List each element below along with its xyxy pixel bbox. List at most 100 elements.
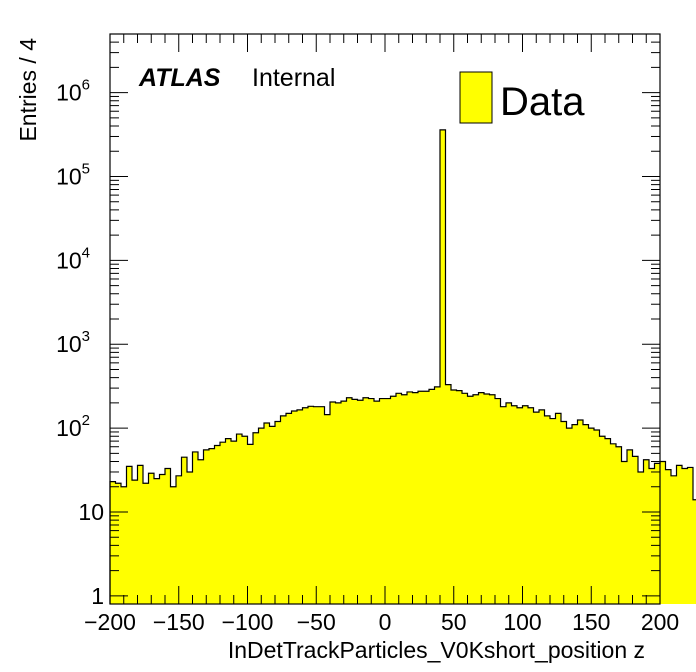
histogram-bar xyxy=(308,406,314,604)
histogram-bar xyxy=(330,401,336,604)
histogram-bar xyxy=(198,459,204,604)
histogram-bar xyxy=(363,397,369,604)
histogram-bar xyxy=(181,457,188,604)
histogram-bar xyxy=(258,428,265,604)
histogram-bar xyxy=(121,486,127,604)
x-tick-labels: −200 −150 −100 −50 0 50 100 150 200 xyxy=(84,609,679,635)
histogram-bar xyxy=(132,480,138,604)
histogram-bar xyxy=(473,394,479,604)
histogram-bar xyxy=(203,449,210,604)
histogram-bar xyxy=(231,441,237,604)
x-tick-label: 0 xyxy=(379,609,392,635)
y-tick-label: 102 xyxy=(56,412,90,441)
histogram-bar xyxy=(632,456,639,604)
y-tick-label: 104 xyxy=(56,244,90,273)
histogram-bar xyxy=(269,426,276,604)
histogram-bar xyxy=(671,475,677,604)
histogram-bar xyxy=(390,396,397,604)
histogram-bar xyxy=(643,459,650,604)
histogram-bar xyxy=(264,423,270,604)
y-tick-label: 105 xyxy=(56,161,90,190)
y-tick-label: 1 xyxy=(91,583,104,609)
histogram-bar xyxy=(357,400,364,604)
x-tick-label: 150 xyxy=(572,609,610,635)
histogram-outline xyxy=(109,129,696,604)
y-tick-label: 106 xyxy=(56,77,90,106)
histogram-bar xyxy=(379,398,386,604)
status-label: Internal xyxy=(252,64,335,92)
histogram-bar xyxy=(682,468,688,604)
histogram-bar xyxy=(242,436,248,604)
histogram-bar xyxy=(522,405,529,604)
histogram-bar xyxy=(489,394,496,604)
histogram-bar xyxy=(341,401,347,604)
histogram-bar xyxy=(313,406,320,604)
histogram-bar xyxy=(638,471,644,604)
histogram-bar xyxy=(654,463,661,604)
histogram-bar xyxy=(429,389,435,604)
x-tick-label: −150 xyxy=(153,609,205,635)
legend-label-data: Data xyxy=(500,80,585,124)
x-tick-label: 50 xyxy=(441,609,467,635)
histogram-bar xyxy=(495,398,501,604)
histogram-bar xyxy=(176,475,182,604)
histogram-bar xyxy=(192,451,199,604)
histogram-bar xyxy=(478,392,485,604)
histogram-bar xyxy=(247,444,254,604)
histogram-bar xyxy=(660,461,666,604)
histogram-bar xyxy=(253,432,259,604)
histogram-bar xyxy=(423,391,430,604)
histogram-bar xyxy=(291,411,298,604)
histogram-bar xyxy=(214,445,221,604)
histogram-bar xyxy=(533,412,540,604)
histogram-bar xyxy=(324,414,331,604)
histogram-bar xyxy=(434,386,441,604)
histogram-bar xyxy=(225,438,232,604)
histogram-bar xyxy=(555,413,562,604)
histogram-bar xyxy=(462,393,468,604)
x-tick-label: 100 xyxy=(503,609,541,635)
histogram-bar xyxy=(528,407,534,604)
histogram-bar xyxy=(506,402,512,604)
histogram-bar xyxy=(610,443,617,604)
histogram-bar xyxy=(165,468,171,604)
histogram-bar xyxy=(616,446,622,604)
histogram-bar xyxy=(484,394,490,604)
histogram-bar xyxy=(583,424,589,604)
y-axis-title: Entries / 4 xyxy=(15,38,41,142)
histogram-bar xyxy=(627,449,633,604)
histogram-bar xyxy=(385,398,391,604)
legend-swatch-data xyxy=(459,71,493,124)
histogram-bar xyxy=(346,397,353,604)
histogram-bar xyxy=(236,434,243,604)
histogram-bars xyxy=(109,129,696,604)
histogram-bar xyxy=(467,396,474,604)
histogram-bar xyxy=(115,483,122,604)
histogram-bar xyxy=(137,465,144,604)
histogram-bar xyxy=(396,393,402,604)
plot-frame xyxy=(109,33,661,605)
histogram-bar xyxy=(418,391,424,604)
histogram-bar xyxy=(148,473,155,604)
y-tick-label: 10 xyxy=(78,499,104,525)
histogram-bar xyxy=(649,468,655,604)
x-tick-label: 200 xyxy=(641,609,679,635)
histogram-bar xyxy=(511,405,518,604)
histogram-bar xyxy=(335,402,342,604)
histogram-bar xyxy=(445,384,452,604)
histogram-bar xyxy=(154,478,160,604)
experiment-label: ATLAS xyxy=(138,64,221,92)
histogram-bar xyxy=(517,407,523,604)
histogram-bar xyxy=(368,398,375,604)
histogram-bar xyxy=(566,428,573,604)
histogram-bar xyxy=(693,499,696,604)
histogram-bar xyxy=(456,390,463,604)
histogram-bar xyxy=(588,428,595,604)
histogram-bar xyxy=(621,461,628,604)
histogram-bar xyxy=(550,418,556,604)
histogram-bar xyxy=(572,424,578,604)
histogram-bar xyxy=(412,392,419,604)
histogram-bar xyxy=(500,406,507,604)
histogram-bar xyxy=(275,421,281,604)
